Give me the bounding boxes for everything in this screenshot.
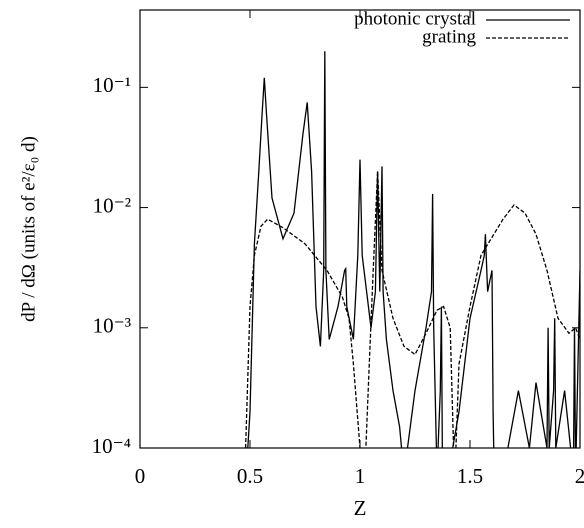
data-line [244, 171, 580, 448]
x-tick-label: 2 [575, 464, 584, 488]
y-tick-label: 10⁻³ [93, 314, 131, 338]
x-axis-label: Z [354, 496, 367, 520]
y-tick-label: 10⁻⁴ [92, 434, 131, 458]
legend-label: grating [422, 26, 476, 47]
x-tick-label: 0.5 [237, 464, 263, 488]
y-tick-label: 10⁻¹ [93, 73, 131, 97]
x-tick-label: 1 [355, 464, 366, 488]
x-tick-label: 1.5 [457, 464, 483, 488]
plot-frame [139, 9, 581, 449]
legend-label: photonic crystal [354, 8, 476, 29]
y-tick-label: 10⁻² [93, 193, 131, 217]
y-axis-label: dP / dΩ (units of e²/ε₀ d) [18, 136, 39, 322]
x-tick-label: 0 [135, 464, 146, 488]
data-line [247, 51, 580, 448]
